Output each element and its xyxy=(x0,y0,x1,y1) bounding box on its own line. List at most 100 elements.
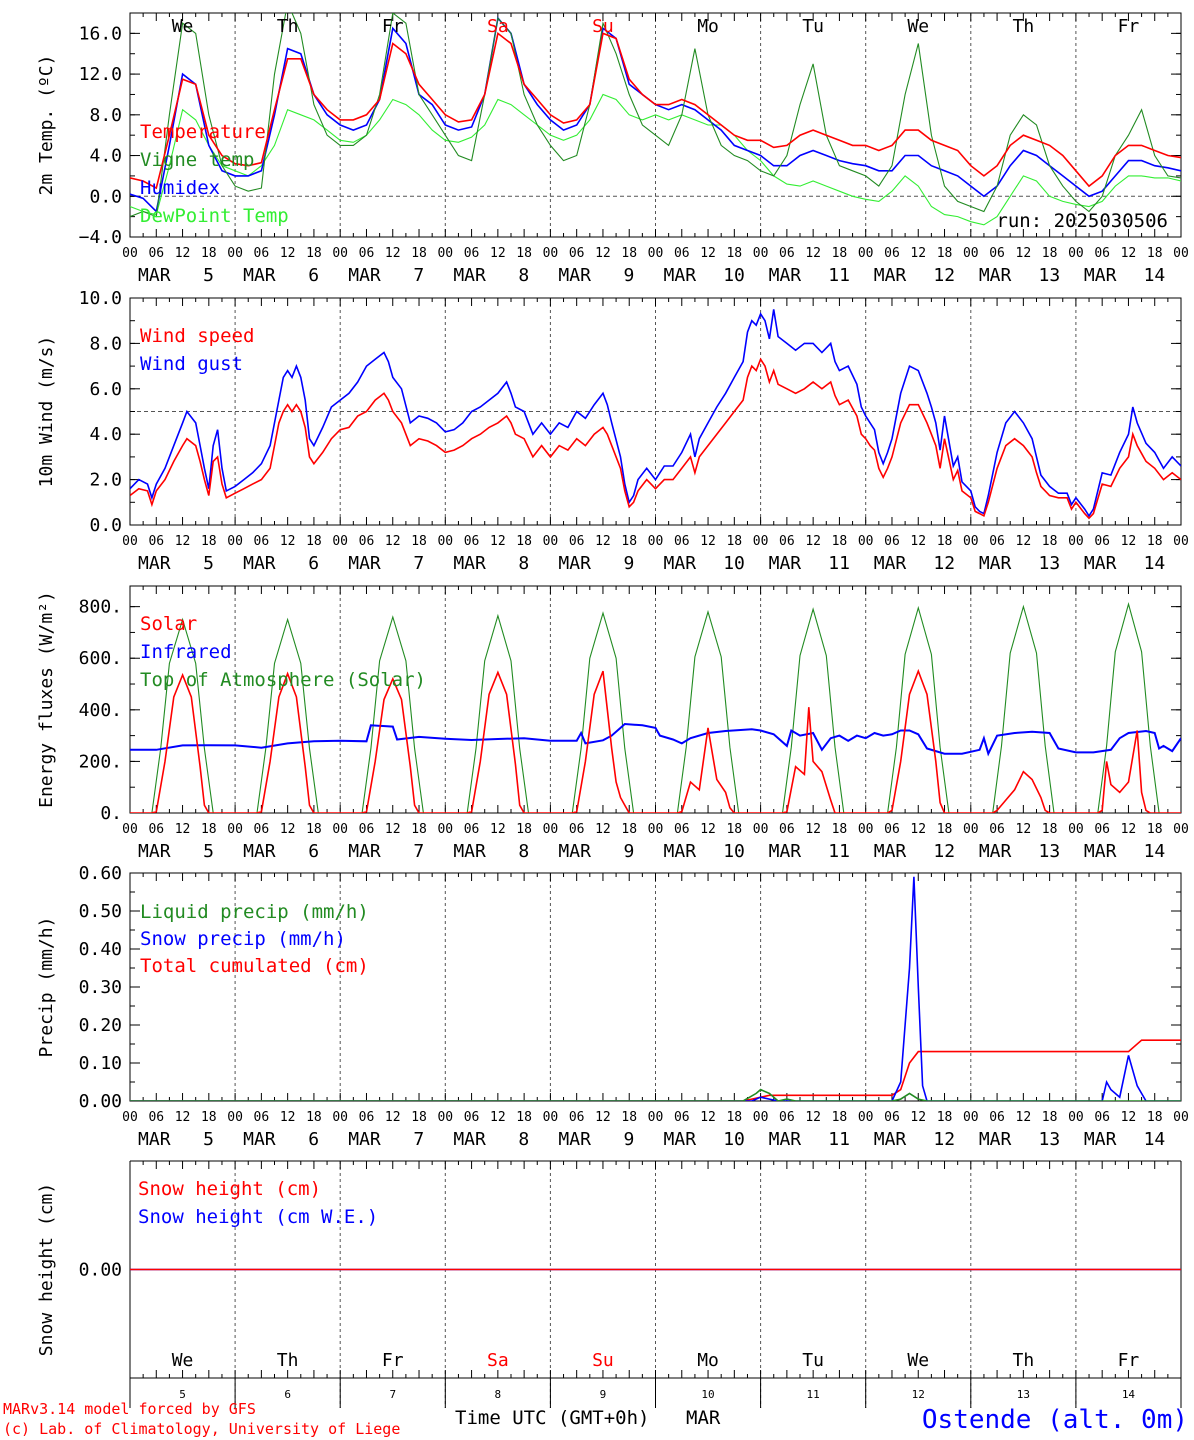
hour-tick-label: 12 xyxy=(700,246,716,261)
hour-tick-label: 18 xyxy=(411,534,427,549)
hour-tick-label: 00 xyxy=(1173,822,1189,837)
date-month-label: MAR xyxy=(979,841,1012,862)
date-month-label: MAR xyxy=(243,1129,276,1150)
weekday-label: Tu xyxy=(802,1350,824,1371)
hour-tick-label: 12 xyxy=(280,534,296,549)
legend-entry: Total cumulated (cm) xyxy=(140,955,369,977)
station-name: Ostende (alt. 0m) xyxy=(922,1405,1188,1435)
hour-tick-label: 12 xyxy=(385,822,401,837)
hour-tick-label: 12 xyxy=(910,1110,926,1125)
run-annotation: run: 2025030506 xyxy=(996,210,1168,232)
hour-tick-label: 00 xyxy=(122,1110,138,1125)
y-tick-label: 12.0 xyxy=(79,64,122,85)
date-month-label: MAR xyxy=(138,1129,171,1150)
x-axis-month-label: MAR xyxy=(686,1407,721,1429)
hour-tick-label: 18 xyxy=(1042,1110,1058,1125)
legend-entry: Solar xyxy=(140,613,197,635)
day-number-label: 9 xyxy=(600,1388,607,1401)
y-tick-label: 0.10 xyxy=(79,1053,122,1074)
hour-tick-label: 12 xyxy=(910,534,926,549)
hour-tick-label: 18 xyxy=(1147,822,1163,837)
hour-tick-label: 06 xyxy=(989,534,1005,549)
date-day-label: 9 xyxy=(624,1129,635,1150)
weekday-label: Mo xyxy=(697,1350,719,1371)
hour-tick-label: 00 xyxy=(858,246,874,261)
hour-tick-label: 00 xyxy=(753,822,769,837)
date-day-label: 5 xyxy=(203,265,214,286)
series-line-infrared xyxy=(130,722,1181,757)
hour-tick-label: 00 xyxy=(753,1110,769,1125)
hour-tick-label: 06 xyxy=(989,1110,1005,1125)
hour-tick-label: 00 xyxy=(437,822,453,837)
hour-tick-label: 06 xyxy=(674,822,690,837)
hour-tick-label: 00 xyxy=(543,1110,559,1125)
hour-tick-label: 00 xyxy=(543,246,559,261)
y-tick-label: 0.00 xyxy=(79,1091,122,1112)
hour-tick-label: 12 xyxy=(1121,1110,1137,1125)
date-day-label: 14 xyxy=(1144,265,1166,286)
y-tick-label: 0. xyxy=(100,803,122,824)
day-number-label: 5 xyxy=(179,1388,186,1401)
legend-entry: Top of Atmosphere (Solar) xyxy=(140,669,426,691)
hour-tick-label: 00 xyxy=(963,1110,979,1125)
hour-tick-label: 18 xyxy=(726,534,742,549)
hour-tick-label: 12 xyxy=(1016,822,1032,837)
hour-tick-label: 12 xyxy=(805,822,821,837)
date-day-label: 11 xyxy=(828,841,850,862)
hour-tick-label: 00 xyxy=(1173,1110,1189,1125)
date-month-label: MAR xyxy=(558,841,591,862)
date-month-label: MAR xyxy=(874,1129,907,1150)
y-axis-label: Energy fluxes (W/m²) xyxy=(36,591,57,808)
hour-tick-label: 12 xyxy=(490,246,506,261)
date-day-label: 5 xyxy=(203,553,214,574)
weekday-label: Su xyxy=(592,16,614,37)
hour-tick-label: 06 xyxy=(569,534,585,549)
weekday-label: We xyxy=(907,16,929,37)
hour-tick-label: 00 xyxy=(122,822,138,837)
hour-tick-label: 18 xyxy=(201,1110,217,1125)
day-number-label: 11 xyxy=(807,1388,820,1401)
legend-entry: Humidex xyxy=(140,177,220,199)
date-month-label: MAR xyxy=(979,553,1012,574)
date-month-label: MAR xyxy=(664,841,697,862)
series-line-wind-speed xyxy=(130,357,1181,520)
hour-tick-label: 00 xyxy=(332,1110,348,1125)
hour-tick-label: 06 xyxy=(674,246,690,261)
date-day-label: 12 xyxy=(933,841,955,862)
date-day-label: 7 xyxy=(413,553,424,574)
hour-tick-label: 12 xyxy=(1016,1110,1032,1125)
hour-tick-label: 12 xyxy=(280,1110,296,1125)
hour-tick-label: 06 xyxy=(1094,822,1110,837)
hour-tick-label: 18 xyxy=(1042,822,1058,837)
date-day-label: 5 xyxy=(203,841,214,862)
hour-tick-label: 00 xyxy=(437,534,453,549)
hour-tick-label: 12 xyxy=(805,534,821,549)
date-day-label: 7 xyxy=(413,265,424,286)
hour-tick-label: 06 xyxy=(359,1110,375,1125)
day-number-label: 13 xyxy=(1017,1388,1030,1401)
hour-tick-label: 06 xyxy=(989,822,1005,837)
date-day-label: 7 xyxy=(413,1129,424,1150)
date-day-label: 8 xyxy=(518,553,529,574)
day-number-label: 14 xyxy=(1122,1388,1136,1401)
hour-tick-label: 12 xyxy=(280,246,296,261)
day-number-label: 12 xyxy=(912,1388,925,1401)
hour-tick-label: 12 xyxy=(805,246,821,261)
date-month-label: MAR xyxy=(1084,1129,1117,1150)
legend-entry: Infrared xyxy=(140,641,232,663)
hour-tick-label: 06 xyxy=(148,822,164,837)
y-tick-label: 0.30 xyxy=(79,977,122,998)
hour-tick-label: 06 xyxy=(148,1110,164,1125)
weekday-label: Tu xyxy=(802,16,824,37)
date-month-label: MAR xyxy=(979,265,1012,286)
hour-tick-label: 06 xyxy=(254,534,270,549)
hour-tick-label: 00 xyxy=(543,822,559,837)
date-month-label: MAR xyxy=(558,1129,591,1150)
hour-tick-label: 12 xyxy=(700,1110,716,1125)
date-day-label: 6 xyxy=(308,553,319,574)
hour-tick-label: 12 xyxy=(595,822,611,837)
hour-tick-label: 18 xyxy=(1042,534,1058,549)
y-tick-label: 4.0 xyxy=(89,424,122,445)
hour-tick-label: 12 xyxy=(1121,822,1137,837)
